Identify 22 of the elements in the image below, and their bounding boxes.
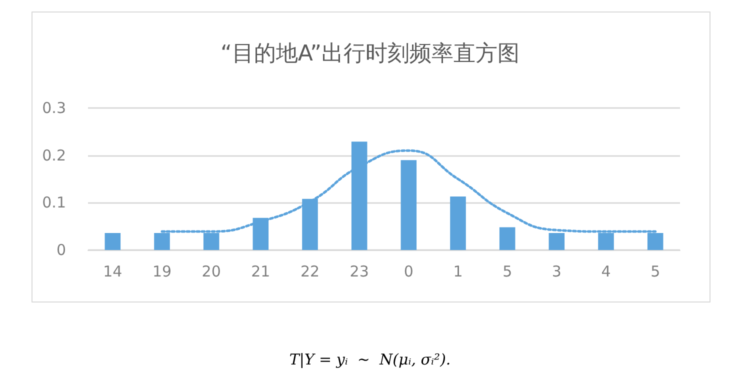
x-tick-label: 22 <box>300 262 320 280</box>
x-tick-label: 5 <box>650 262 660 280</box>
y-tick-label: 0.3 <box>42 99 66 117</box>
y-tick-label: 0 <box>56 241 66 259</box>
bar <box>400 160 417 250</box>
x-tick-label: 21 <box>251 262 270 280</box>
bar <box>450 196 466 250</box>
x-tick-label: 23 <box>350 262 369 280</box>
x-tick-label: 19 <box>152 262 172 280</box>
bar <box>104 232 121 250</box>
chart-title: “目的地A”出行时刻频率直方图 <box>220 42 520 66</box>
bar <box>499 227 516 250</box>
x-tick-label: 14 <box>103 262 122 280</box>
x-tick-label: 3 <box>552 262 562 280</box>
x-tick-label: 0 <box>404 262 414 280</box>
text: T|Y = yᵢ ~ N(μᵢ, σᵢ²). <box>289 350 451 368</box>
x-tick-label: 20 <box>202 262 221 280</box>
x-tick-label: 1 <box>453 262 463 280</box>
x-tick-label: 4 <box>601 262 611 280</box>
x-tick-label: 5 <box>502 262 512 280</box>
y-tick-label: 0.1 <box>42 194 66 212</box>
y-tick-label: 0.2 <box>42 146 66 164</box>
